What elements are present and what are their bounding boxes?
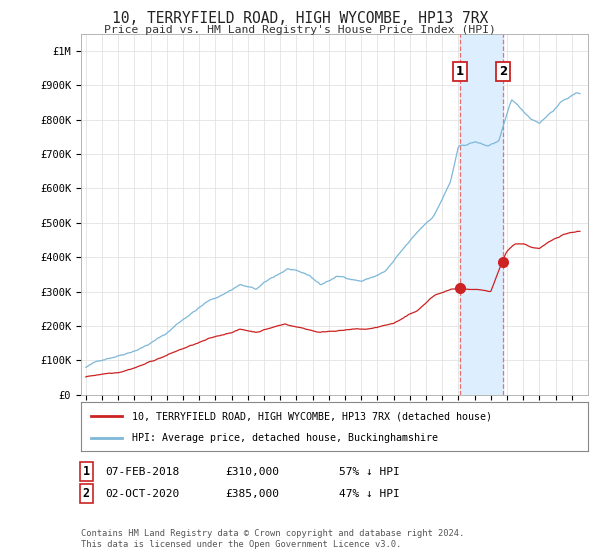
Text: 2: 2 bbox=[499, 65, 507, 78]
Text: 10, TERRYFIELD ROAD, HIGH WYCOMBE, HP13 7RX (detached house): 10, TERRYFIELD ROAD, HIGH WYCOMBE, HP13 … bbox=[132, 411, 492, 421]
Text: Price paid vs. HM Land Registry's House Price Index (HPI): Price paid vs. HM Land Registry's House … bbox=[104, 25, 496, 35]
Text: 10, TERRYFIELD ROAD, HIGH WYCOMBE, HP13 7RX: 10, TERRYFIELD ROAD, HIGH WYCOMBE, HP13 … bbox=[112, 11, 488, 26]
Text: 47% ↓ HPI: 47% ↓ HPI bbox=[339, 489, 400, 499]
Text: £385,000: £385,000 bbox=[225, 489, 279, 499]
Text: £310,000: £310,000 bbox=[225, 466, 279, 477]
Text: 1: 1 bbox=[455, 65, 464, 78]
Text: 02-OCT-2020: 02-OCT-2020 bbox=[105, 489, 179, 499]
Text: 2: 2 bbox=[83, 487, 90, 501]
Bar bbox=[460, 34, 503, 395]
Text: 57% ↓ HPI: 57% ↓ HPI bbox=[339, 466, 400, 477]
Text: Contains HM Land Registry data © Crown copyright and database right 2024.
This d: Contains HM Land Registry data © Crown c… bbox=[81, 529, 464, 549]
Text: 1: 1 bbox=[83, 465, 90, 478]
Text: HPI: Average price, detached house, Buckinghamshire: HPI: Average price, detached house, Buck… bbox=[132, 433, 438, 444]
Text: 07-FEB-2018: 07-FEB-2018 bbox=[105, 466, 179, 477]
